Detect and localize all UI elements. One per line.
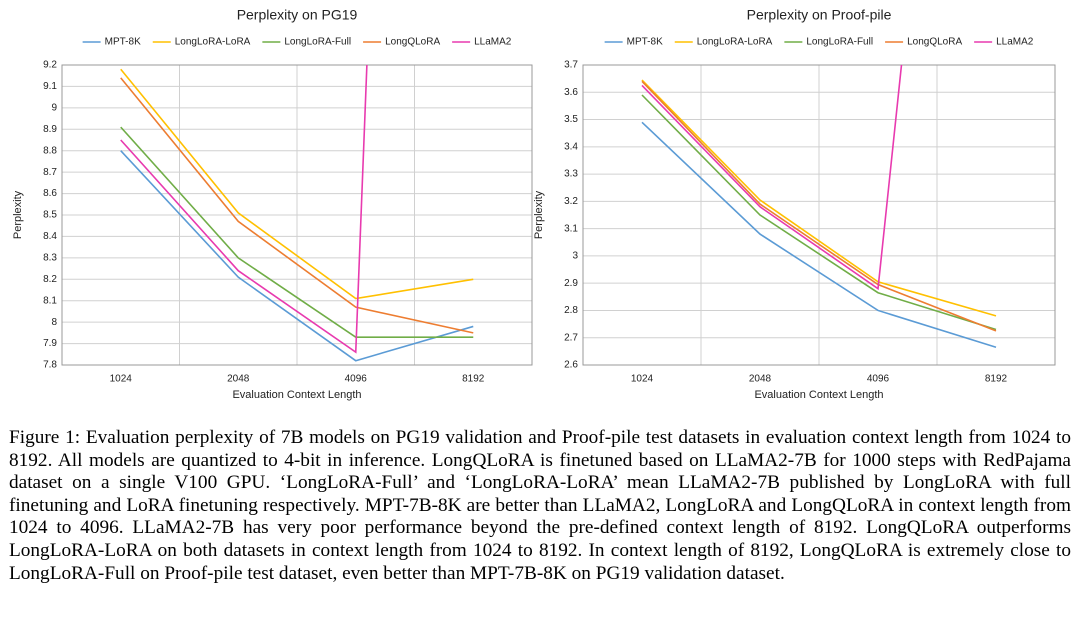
y-tick-label: 2.7 <box>564 332 578 343</box>
chart-title: Perplexity on PG19 <box>237 7 358 23</box>
chart: Perplexity on PG19 MPT-8K LongLoRA-LoRA Lon… <box>12 7 533 401</box>
plot-frame <box>582 64 1056 366</box>
y-tick-label: 3.1 <box>564 223 578 234</box>
x-axis-label: Evaluation Context Length <box>754 389 883 401</box>
caption: Figure 1: Evaluation perplexity of 7B mo… <box>9 427 1071 584</box>
y-tick-label: 8.5 <box>43 210 57 221</box>
series-line <box>120 68 474 300</box>
legend-label: LLaMA2 <box>996 37 1034 48</box>
y-tick-label: 8.1 <box>43 295 57 306</box>
y-tick-label: 3.5 <box>564 114 578 125</box>
y-tick-label: 3.3 <box>564 169 578 180</box>
y-tick-label: 8.3 <box>43 252 57 263</box>
chart: Perplexity on Proof-pile MPT-8K LongLoRA-L… <box>533 7 1056 401</box>
y-tick-label: 3 <box>572 251 578 262</box>
x-tick-label: 4096 <box>867 374 890 385</box>
y-axis-label: Perplexity <box>533 190 545 239</box>
y-tick-label: 9.1 <box>43 81 57 92</box>
y-tick-label: 3.4 <box>564 141 578 152</box>
y-tick-label: 8.2 <box>43 274 57 285</box>
y-tick-label: 2.9 <box>564 278 578 289</box>
y-tick-label: 3.6 <box>564 87 578 98</box>
x-tick-label: 8192 <box>985 374 1008 385</box>
legend: MPT-8K LongLoRA-LoRA LongLoRA-Full LongQLoR… <box>82 37 512 48</box>
x-axis-label: Evaluation Context Length <box>232 389 361 401</box>
y-tick-label: 7.8 <box>43 360 57 371</box>
y-axis-label: Perplexity <box>12 190 24 239</box>
series-line <box>641 65 903 291</box>
y-tick-label: 2.6 <box>564 360 578 371</box>
legend-label: LLaMA2 <box>474 37 512 48</box>
legend-label: LongLoRA-LoRA <box>697 37 773 48</box>
legend-label: LongLoRA-LoRA <box>175 37 251 48</box>
y-tick-label: 3.2 <box>564 196 578 207</box>
series-line <box>641 79 997 317</box>
series-line <box>641 80 997 332</box>
legend-label: LongQLoRA <box>385 37 440 48</box>
series-line <box>120 126 474 338</box>
series-line <box>120 150 474 362</box>
x-tick-label: 2048 <box>749 374 772 385</box>
x-tick-label: 2048 <box>227 374 250 385</box>
series-line <box>641 121 997 349</box>
legend-label: LongLoRA-Full <box>806 37 873 48</box>
legend-label: MPT-8K <box>627 37 663 48</box>
y-tick-label: 8.8 <box>43 145 57 156</box>
y-tick-label: 2.8 <box>564 305 578 316</box>
legend-label: LongQLoRA <box>907 37 962 48</box>
y-tick-label: 7.9 <box>43 338 57 349</box>
legend-label: MPT-8K <box>105 37 141 48</box>
series-line <box>120 77 474 334</box>
legend-label: LongLoRA-Full <box>284 37 351 48</box>
y-tick-label: 9 <box>51 102 57 113</box>
y-tick-label: 8.4 <box>43 231 57 242</box>
y-tick-label: 8.6 <box>43 188 57 199</box>
x-tick-label: 4096 <box>345 374 368 385</box>
series-line <box>120 65 368 354</box>
x-tick-label: 1024 <box>631 374 654 385</box>
x-tick-label: 1024 <box>110 374 133 385</box>
y-tick-label: 8.9 <box>43 124 57 135</box>
y-tick-label: 9.2 <box>43 60 57 71</box>
chart-title: Perplexity on Proof-pile <box>747 7 892 23</box>
plot-frame <box>61 64 533 366</box>
y-tick-label: 3.7 <box>564 60 578 71</box>
legend: MPT-8K LongLoRA-LoRA LongLoRA-Full LongQLoR… <box>604 37 1034 48</box>
x-tick-label: 8192 <box>462 374 485 385</box>
y-tick-label: 8.7 <box>43 167 57 178</box>
figure: Perplexity on PG19 MPT-8K LongLoRA-LoRA Lon… <box>12 7 1056 401</box>
y-tick-label: 8 <box>51 317 57 328</box>
series-line <box>641 94 997 331</box>
